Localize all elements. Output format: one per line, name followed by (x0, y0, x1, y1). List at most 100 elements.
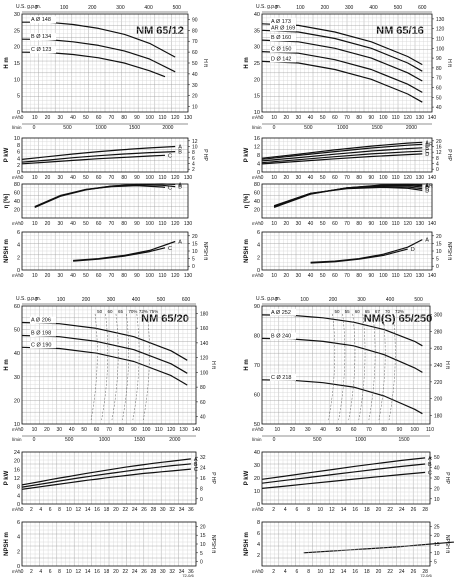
series-line-power (21, 468, 191, 490)
y-tick-label: 25 (14, 28, 20, 34)
x-tick-label: 120 (171, 221, 180, 227)
series-label: C Ø 150 (271, 47, 291, 53)
y-tick-label: 16 (254, 136, 260, 142)
x-tick-label: 0 (21, 175, 24, 181)
x-tick-label: 60 (332, 115, 338, 121)
x-tick-label: 10 (66, 507, 72, 513)
x-tick-label: 60 (332, 221, 338, 227)
x-tick-label: 110 (392, 221, 400, 227)
right-tick-label: 80 (192, 28, 198, 34)
x-tick-label: 4 (39, 507, 42, 513)
x-tick-label: 2 (272, 507, 275, 513)
lmin-tick-label: 0 (33, 437, 36, 443)
right-tick-label: 20 (436, 234, 442, 240)
gpm-unit-label: U.S. g.p.m. (256, 296, 281, 302)
iso-efficiency-label: 75% (149, 309, 158, 314)
x-tick-label: 22 (122, 569, 128, 575)
head-unit-label-right: H ft (446, 59, 452, 67)
right-tick-label: 2 (192, 167, 195, 173)
series-line-power (21, 154, 166, 165)
x-tick-label: 14 (85, 507, 91, 513)
x-tick-label: 50 (83, 175, 89, 181)
x-tick-label: 20 (45, 221, 51, 227)
power-frame (21, 137, 189, 173)
series-label: B Ø 134 (31, 34, 51, 40)
x-tick-label: 20 (284, 115, 290, 121)
series-label-bg (30, 46, 56, 54)
right-tick-label: 80 (200, 385, 206, 391)
x-tick-label: 50 (83, 273, 89, 279)
title-box (362, 312, 434, 326)
y-tick-label: 0 (17, 564, 20, 570)
iso-efficiency-curve (122, 313, 129, 421)
q-unit-label: m³/h (12, 273, 21, 278)
right-tick-label: 15 (434, 542, 440, 548)
series-label: C (425, 149, 429, 155)
x-tick-label: 120 (171, 115, 180, 121)
series-label: C (168, 153, 172, 159)
y-tick-label: 30 (254, 463, 260, 469)
series-label: A (425, 140, 429, 146)
x-tick-label: 130 (184, 221, 193, 227)
x-tick-label: 90 (369, 221, 375, 227)
x-tick-label: 70 (344, 273, 350, 279)
q-unit-label: m³/h (252, 115, 261, 120)
y-tick-label: 10 (254, 489, 260, 495)
gpm-tick-label: 400 (132, 297, 141, 303)
series-label: C Ø 218 (271, 375, 291, 381)
chart-title: NM 65/20 (141, 313, 189, 325)
q-unit-label: m³/h (12, 507, 21, 512)
x-tick-label: 130 (184, 115, 193, 121)
x-tick-label: 24 (132, 569, 138, 575)
x-tick-label: 70 (366, 427, 372, 433)
x-tick-label: 60 (351, 427, 357, 433)
gpm-tick-label: 300 (345, 5, 354, 11)
lmin-tick-label: 500 (65, 437, 74, 443)
x-tick-label: 10 (271, 115, 277, 121)
y-tick-label: 10 (14, 422, 20, 428)
x-tick-label: 10 (32, 221, 38, 227)
y-tick-label: 0 (17, 502, 20, 508)
x-tick-label: 20 (290, 427, 296, 433)
iso-efficiency-curve (388, 313, 396, 421)
right-tick-label: 80 (436, 66, 442, 72)
series-label: A (178, 240, 182, 246)
x-tick-label: 80 (121, 175, 127, 181)
right-tick-label: 200 (434, 397, 443, 403)
x-tick-label: 0 (261, 427, 264, 433)
series-line-head (261, 39, 423, 82)
x-tick-label: 10 (32, 427, 38, 433)
q-unit-label: m³/h (252, 273, 261, 278)
y-tick-label: 60 (254, 191, 260, 197)
q-unit-label: m³/h (252, 175, 261, 180)
right-tick-label: 10 (434, 497, 440, 503)
x-tick-label: 60 (94, 427, 100, 433)
x-tick-label: 26 (141, 569, 147, 575)
y-tick-label: 0 (257, 502, 260, 508)
gpm-tick-label: 500 (414, 297, 423, 303)
y-tick-label: 6 (17, 150, 20, 156)
series-label-bg (30, 33, 56, 41)
x-tick-label: 30 (58, 273, 64, 279)
x-tick-label: 120 (171, 273, 180, 279)
x-tick-label: 70 (109, 221, 115, 227)
y-tick-label: 20 (14, 208, 20, 214)
series-label-bg (270, 308, 296, 316)
x-tick-label: 30 (57, 427, 63, 433)
series-line-head (261, 51, 423, 93)
x-tick-label: 20 (45, 273, 51, 279)
x-tick-label: 30 (160, 507, 166, 513)
series-line-npsh (310, 239, 423, 263)
x-tick-label: 100 (146, 273, 155, 279)
series-line-power (261, 150, 423, 164)
x-tick-label: 40 (70, 273, 76, 279)
iso-efficiency-curve (338, 313, 346, 421)
series-label: A Ø 206 (31, 318, 51, 324)
x-tick-label: 120 (171, 175, 180, 181)
x-tick-label: 50 (83, 221, 89, 227)
x-tick-label: 100 (142, 427, 151, 433)
head-unit-label-right: H ft (444, 361, 450, 369)
